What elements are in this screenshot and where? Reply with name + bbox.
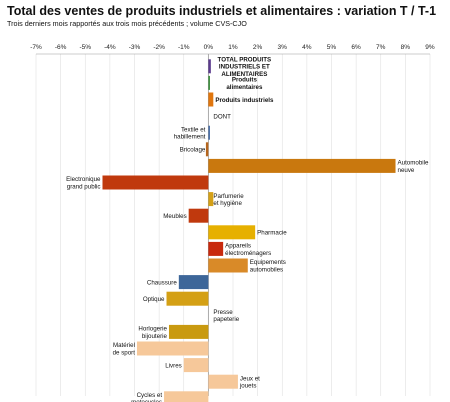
bar-label: Appareils électroménagers xyxy=(225,243,271,257)
bar-label-line: DONT xyxy=(213,113,231,120)
bar-label: Electronique grand public xyxy=(66,176,101,190)
bar xyxy=(102,175,209,190)
bar-label-line: Parfumerie xyxy=(213,193,244,200)
bar xyxy=(164,391,209,402)
bar-label-line: Appareils xyxy=(225,243,251,250)
bar-label: Produits industriels xyxy=(215,97,274,104)
bar-label-line: grand public xyxy=(67,183,101,190)
bar-label-line: Cycles et xyxy=(137,392,163,399)
bar-label: Horlogerie bijouterie xyxy=(138,326,167,340)
bar-label-line: neuve xyxy=(398,167,415,174)
x-tick-label: -6% xyxy=(55,44,67,51)
bar-label: Livres xyxy=(165,362,182,369)
x-tick-label: 3% xyxy=(278,44,288,51)
bar xyxy=(208,75,210,90)
bar-label-line: motocycles xyxy=(131,399,162,402)
bar-label: Chaussure xyxy=(147,279,177,286)
bar-label: Presse papeterie xyxy=(213,309,239,323)
bar xyxy=(205,142,209,157)
bar xyxy=(208,241,224,256)
bar xyxy=(136,341,209,356)
x-tick-label: -4% xyxy=(104,44,116,51)
bar-label: Equipements automobiles xyxy=(250,259,286,273)
bar xyxy=(208,374,238,389)
x-tick-label: 2% xyxy=(253,44,263,51)
bar-label: Bricolage xyxy=(180,147,206,154)
bar-label-line: Electronique xyxy=(66,176,101,183)
bar-label-line: Pharmacie xyxy=(257,230,287,237)
bar-label-line: bijouterie xyxy=(142,333,168,340)
bar xyxy=(208,125,210,140)
bar-label-line: Equipements xyxy=(250,259,286,266)
chart-subtitle: Trois derniers mois rapportés aux trois … xyxy=(7,19,247,28)
x-tick-label: 6% xyxy=(351,44,361,51)
bar-label: Automobile neuve xyxy=(398,160,430,174)
bar-label-line: Textile et xyxy=(181,126,206,133)
bar-label-line: Meubles xyxy=(163,213,186,220)
bar-label-line: Livres xyxy=(165,362,182,369)
bar-label: Pharmacie xyxy=(257,230,287,237)
x-tick-label: 4% xyxy=(302,44,312,51)
bar-label-line: jouets xyxy=(239,383,257,390)
x-tick-label: 8% xyxy=(401,44,411,51)
bar-label-line: Matériel xyxy=(113,342,135,349)
x-tick-label: 9% xyxy=(425,44,435,51)
bar-label: Jeux et jouets xyxy=(239,375,260,389)
chart-title: Total des ventes de produits industriels… xyxy=(7,4,437,18)
x-tick-label: 7% xyxy=(376,44,386,51)
bar xyxy=(166,291,209,306)
x-tick-label: -7% xyxy=(30,44,42,51)
bar-label: Produits alimentaires xyxy=(226,77,263,91)
x-tick-label: -5% xyxy=(79,44,91,51)
bar-label-line: alimentaires xyxy=(226,84,263,91)
bar xyxy=(178,275,209,290)
bar xyxy=(208,225,256,240)
bar-label-line: Optique xyxy=(143,296,165,303)
bar-label-line: électroménagers xyxy=(225,250,271,257)
bar-label-line: Presse xyxy=(213,309,233,316)
bar-label: Cycles etmotocycles xyxy=(131,392,162,402)
bar-label: Optique xyxy=(143,296,165,303)
bar-label: Matériel de sport xyxy=(113,342,136,356)
bar xyxy=(208,158,396,173)
x-tick-label: -1% xyxy=(178,44,190,51)
bar-label-line: ALIMENTAIRES xyxy=(221,71,267,78)
bar-label-line: Produits xyxy=(232,77,258,84)
bar-label-line: papeterie xyxy=(213,316,239,323)
x-tick-label: 5% xyxy=(327,44,337,51)
x-tick-label: -3% xyxy=(129,44,141,51)
bar-label-line: habillement xyxy=(174,134,206,141)
bar-label-line: Automobile xyxy=(398,160,430,167)
bar-label: Meubles xyxy=(163,213,186,220)
bar xyxy=(208,59,211,74)
bar xyxy=(183,358,209,373)
bar-label-line: Bricolage xyxy=(180,147,206,154)
bar-label-line: automobiles xyxy=(250,266,283,273)
bar xyxy=(208,258,248,273)
bar xyxy=(168,324,209,339)
bar-label-line: Chaussure xyxy=(147,279,177,286)
bar xyxy=(208,92,214,107)
bar-label-line: et hygiène xyxy=(213,200,242,207)
bar xyxy=(208,192,214,207)
bar-label-line: Produits industriels xyxy=(215,97,274,104)
x-tick-label: -2% xyxy=(153,44,165,51)
bar-label-line: de sport xyxy=(113,349,136,356)
x-tick-label: 0% xyxy=(204,44,214,51)
x-tick-label: 1% xyxy=(228,44,238,51)
bar-label: DONT xyxy=(213,113,231,120)
bar-label-line: Jeux et xyxy=(240,375,260,382)
bar-label-line: INDUSTRIELS ET xyxy=(219,64,270,71)
bar-label: Textile et habillement xyxy=(174,126,206,140)
bar-label-line: Horlogerie xyxy=(138,326,167,333)
bar-label: TOTAL PRODUITS INDUSTRIELS ET ALIMENTAIRES xyxy=(218,56,272,77)
bar xyxy=(188,208,209,223)
bar-label: Parfumerie et hygiène xyxy=(213,193,244,207)
bar-label-line: TOTAL PRODUITS xyxy=(218,56,272,63)
